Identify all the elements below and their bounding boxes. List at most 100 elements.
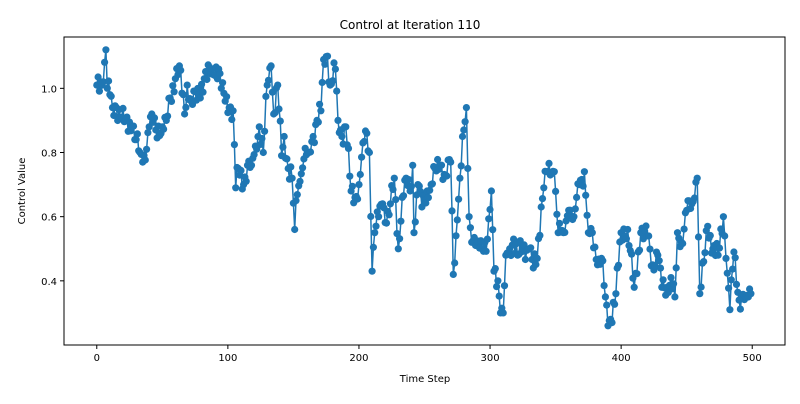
data-point	[169, 82, 177, 90]
data-point	[600, 282, 608, 290]
data-point	[452, 232, 460, 240]
data-point	[447, 158, 455, 166]
data-point	[704, 222, 712, 230]
data-point	[579, 182, 587, 190]
data-point	[601, 293, 610, 301]
data-point	[460, 126, 468, 134]
data-point	[443, 172, 451, 180]
data-point	[527, 244, 535, 252]
data-point	[424, 194, 432, 202]
data-point	[437, 161, 446, 169]
data-point	[179, 91, 187, 99]
data-point	[371, 229, 379, 237]
data-point	[230, 141, 238, 149]
data-point	[346, 172, 354, 180]
data-point	[396, 235, 404, 243]
data-point	[259, 148, 267, 157]
data-point	[368, 267, 376, 275]
data-point	[464, 164, 472, 173]
x-tick-label: 500	[743, 353, 762, 364]
data-point	[731, 254, 739, 262]
data-point	[646, 245, 654, 253]
data-point	[732, 280, 741, 288]
data-point	[223, 93, 231, 101]
data-point	[309, 132, 317, 141]
x-tick-label: 100	[218, 353, 237, 364]
data-point	[628, 250, 636, 258]
data-point	[730, 248, 738, 256]
data-point	[369, 243, 377, 251]
y-tick-label: 0.6	[41, 213, 57, 224]
data-point	[323, 52, 332, 60]
data-point	[150, 114, 159, 122]
data-point	[392, 196, 400, 204]
data-point	[721, 232, 729, 240]
plot-area	[93, 46, 755, 330]
data-point	[722, 254, 730, 262]
data-point	[580, 168, 589, 176]
data-point	[553, 210, 561, 218]
y-axis-label: Control Value	[17, 158, 28, 225]
data-point	[635, 246, 644, 254]
data-point	[725, 284, 733, 292]
data-point	[540, 184, 548, 192]
data-point	[306, 148, 315, 156]
data-point	[659, 276, 667, 284]
data-point	[458, 132, 467, 141]
data-point	[583, 211, 591, 219]
data-point	[727, 276, 735, 284]
data-point	[160, 125, 168, 133]
data-point	[279, 143, 287, 151]
data-point	[232, 184, 240, 192]
data-point	[697, 283, 705, 291]
data-point	[591, 243, 599, 251]
data-point	[329, 77, 337, 85]
data-point	[495, 292, 503, 300]
data-point	[316, 100, 324, 108]
data-point	[611, 300, 619, 308]
data-point	[105, 77, 113, 85]
data-point	[701, 249, 709, 257]
data-point	[656, 264, 665, 272]
data-point	[331, 65, 339, 73]
x-tick-label: 200	[349, 353, 368, 364]
data-point	[170, 88, 178, 96]
data-point	[608, 319, 616, 327]
data-point	[299, 164, 307, 172]
data-point	[453, 216, 461, 224]
data-point	[348, 182, 356, 190]
data-point	[360, 137, 368, 146]
data-point	[449, 270, 457, 278]
data-point	[237, 166, 245, 175]
data-point	[107, 92, 115, 100]
data-point	[242, 177, 250, 185]
data-point	[262, 92, 270, 100]
data-point	[287, 163, 295, 171]
data-point	[448, 207, 456, 215]
data-point	[537, 203, 545, 211]
data-point	[367, 212, 375, 221]
data-point	[409, 161, 417, 169]
data-point	[491, 265, 499, 273]
data-point	[355, 181, 363, 189]
data-point	[483, 235, 491, 243]
data-point	[571, 205, 579, 213]
data-point	[342, 123, 350, 131]
data-point	[253, 145, 261, 153]
data-point	[385, 211, 393, 219]
y-tick-label: 0.4	[41, 277, 57, 288]
data-point	[690, 194, 699, 202]
data-point	[274, 81, 282, 89]
data-point	[250, 151, 258, 159]
data-point	[199, 88, 207, 96]
data-point	[532, 260, 540, 269]
data-point	[330, 59, 338, 67]
data-point	[428, 180, 436, 188]
data-point	[407, 182, 415, 190]
data-point	[399, 192, 408, 200]
data-point	[487, 187, 495, 195]
data-point	[655, 257, 663, 265]
data-point	[693, 174, 701, 182]
axis-ticks: 0 100 200 300 400 500 0.4 0.6 0.8 1.0	[41, 84, 762, 364]
